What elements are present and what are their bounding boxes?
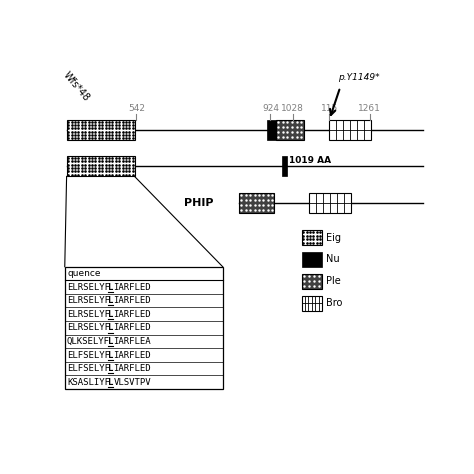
Bar xyxy=(301,230,322,245)
Bar xyxy=(66,120,135,140)
Bar xyxy=(329,120,372,140)
Text: 1028: 1028 xyxy=(281,103,304,112)
Text: Bro: Bro xyxy=(326,298,343,308)
Text: QLKSELYF: QLKSELYF xyxy=(67,337,110,346)
Text: L: L xyxy=(108,283,113,292)
Bar xyxy=(239,193,274,213)
Text: 1019 AA: 1019 AA xyxy=(289,155,331,164)
Text: KSASLIYF: KSASLIYF xyxy=(67,378,110,387)
Text: ELRSELYF: ELRSELYF xyxy=(67,283,110,292)
Text: L: L xyxy=(108,364,113,373)
Text: L: L xyxy=(108,337,113,346)
Text: L: L xyxy=(108,310,113,319)
Text: IARFLED: IARFLED xyxy=(113,323,151,332)
Bar xyxy=(301,252,322,267)
Text: 115: 115 xyxy=(320,103,338,112)
Bar xyxy=(301,274,322,289)
Text: L: L xyxy=(108,323,113,332)
Text: L: L xyxy=(108,351,113,360)
Text: Ple: Ple xyxy=(326,276,341,286)
Text: IARFLED: IARFLED xyxy=(113,296,151,305)
Text: IARFLED: IARFLED xyxy=(113,283,151,292)
Text: ELRSELYF: ELRSELYF xyxy=(67,310,110,319)
Bar xyxy=(66,156,135,176)
Text: Wfs*48: Wfs*48 xyxy=(61,70,91,103)
Text: Nu: Nu xyxy=(326,255,340,264)
Text: ELRSELYF: ELRSELYF xyxy=(67,323,110,332)
Text: 924: 924 xyxy=(262,103,279,112)
Text: Eig: Eig xyxy=(326,233,341,243)
Text: ELFSELYF: ELFSELYF xyxy=(67,351,110,360)
Text: IARFLED: IARFLED xyxy=(113,351,151,360)
Text: L: L xyxy=(108,378,113,387)
Bar xyxy=(65,267,223,389)
Text: VLSVTPV: VLSVTPV xyxy=(113,378,151,387)
Bar xyxy=(267,120,276,140)
Text: PHIP: PHIP xyxy=(184,198,213,208)
Text: IARFLED: IARFLED xyxy=(113,310,151,319)
Text: ELRSELYF: ELRSELYF xyxy=(67,296,110,305)
Text: IARFLED: IARFLED xyxy=(113,364,151,373)
Bar xyxy=(276,120,303,140)
Bar xyxy=(282,156,287,176)
Text: ELFSELYF: ELFSELYF xyxy=(67,364,110,373)
Text: 1261: 1261 xyxy=(358,103,381,112)
Text: IARFLEA: IARFLEA xyxy=(113,337,151,346)
Text: quence: quence xyxy=(68,269,101,278)
Text: 542: 542 xyxy=(128,103,145,112)
Bar xyxy=(309,193,351,213)
Text: p.Y1149*: p.Y1149* xyxy=(338,73,380,82)
Text: L: L xyxy=(108,296,113,305)
Bar xyxy=(301,296,322,310)
